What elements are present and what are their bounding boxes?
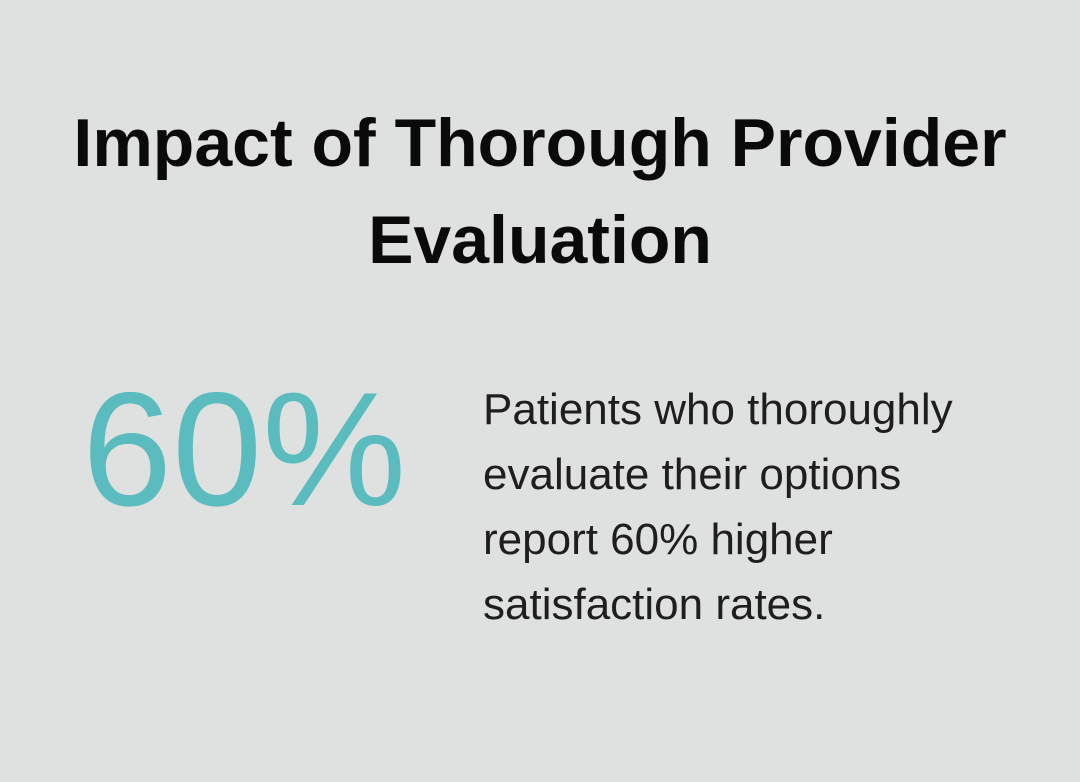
- page-title: Impact of Thorough Provider Evaluation: [73, 105, 1007, 278]
- stat-value: 60%: [82, 359, 407, 540]
- stat-description: Patients who thoroughly evaluate their o…: [483, 385, 953, 629]
